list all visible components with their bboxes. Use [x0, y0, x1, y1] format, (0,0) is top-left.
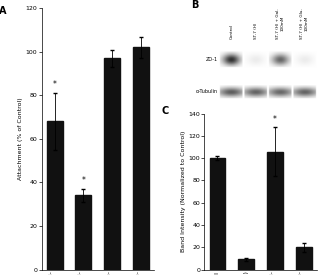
Text: A: A	[0, 6, 6, 16]
Y-axis label: Attachment (% of Control): Attachment (% of Control)	[18, 98, 23, 180]
Text: ST-7 (H): ST-7 (H)	[254, 22, 258, 38]
Text: ZO-1: ZO-1	[206, 57, 218, 62]
Text: ST-7 (H) + Gal-
100mM: ST-7 (H) + Gal- 100mM	[276, 8, 284, 39]
Text: α-Tubulin: α-Tubulin	[196, 89, 218, 95]
Y-axis label: Band Intensity (Normalized to Control): Band Intensity (Normalized to Control)	[181, 131, 186, 252]
Bar	[104, 58, 120, 270]
Text: C: C	[162, 106, 169, 116]
Bar	[238, 260, 254, 270]
Bar	[47, 122, 62, 270]
Text: *: *	[82, 176, 85, 185]
Bar	[296, 247, 312, 270]
Text: B: B	[191, 0, 198, 10]
Bar	[210, 158, 225, 270]
Text: *: *	[273, 115, 277, 124]
Bar	[76, 196, 91, 270]
Text: Control: Control	[229, 24, 233, 38]
Bar	[133, 47, 149, 270]
Bar	[267, 152, 283, 270]
Text: ST-7 (H) + Glu-
100mM: ST-7 (H) + Glu- 100mM	[300, 8, 309, 39]
Text: *: *	[53, 80, 57, 89]
